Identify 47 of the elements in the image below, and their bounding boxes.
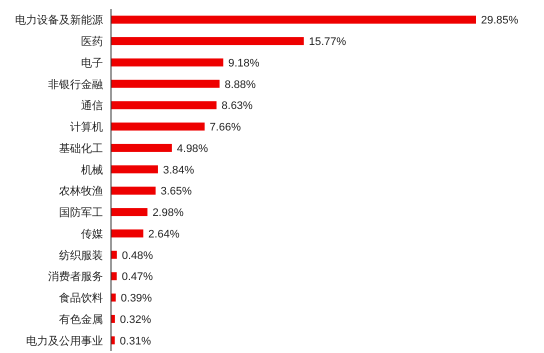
y-tick-label: 纺织服装	[59, 248, 103, 262]
data-label: 7.66%	[210, 122, 242, 134]
data-label: 4.98%	[176, 142, 208, 155]
data-label: 0.48%	[122, 250, 154, 262]
bar	[111, 58, 224, 66]
bar	[111, 16, 476, 24]
y-tick-label: 计算机	[70, 120, 103, 134]
data-label: 9.18%	[228, 57, 260, 70]
data-label: 0.39%	[120, 292, 152, 305]
bar	[111, 80, 220, 88]
bar	[111, 336, 115, 344]
y-tick-label: 有色金属	[59, 312, 103, 326]
bar	[111, 122, 205, 131]
y-tick-label: 传媒	[81, 227, 103, 240]
bar	[111, 101, 217, 110]
bar	[111, 250, 117, 259]
bar	[111, 314, 115, 323]
bar	[111, 186, 156, 195]
y-tick-label: 医药	[81, 35, 103, 48]
y-tick-label: 国防军工	[59, 206, 103, 220]
data-label: 2.64%	[148, 228, 180, 240]
data-label: 0.31%	[120, 335, 152, 348]
data-label: 0.32%	[120, 314, 152, 326]
bar	[111, 144, 172, 152]
data-label: 8.63%	[222, 100, 253, 112]
y-tick-label: 电力设备及新能源	[15, 14, 103, 27]
data-label: 29.85%	[481, 14, 519, 27]
data-label: 0.47%	[122, 271, 154, 284]
y-tick-label: 农林牧渔	[59, 184, 103, 198]
y-tick-label: 电力及公用事业	[26, 334, 103, 348]
y-tick-label: 食品饮料	[59, 292, 103, 305]
data-label: 3.65%	[160, 186, 192, 198]
bar	[111, 229, 144, 238]
y-tick-label: 通信	[81, 99, 103, 112]
bar	[111, 165, 158, 174]
bar	[111, 208, 148, 216]
y-tick-label: 消费者服务	[48, 270, 103, 284]
data-label: 2.98%	[152, 207, 184, 220]
bar	[111, 37, 304, 46]
y-tick-label: 基础化工	[59, 142, 103, 155]
y-tick-label: 非银行金融	[48, 78, 103, 91]
data-label: 15.77%	[308, 36, 346, 48]
bar	[111, 294, 116, 302]
data-label: 8.88%	[224, 78, 256, 91]
data-label: 3.84%	[162, 164, 194, 176]
y-tick-label: 电子	[81, 56, 103, 70]
y-tick-label: 机械	[81, 163, 103, 176]
